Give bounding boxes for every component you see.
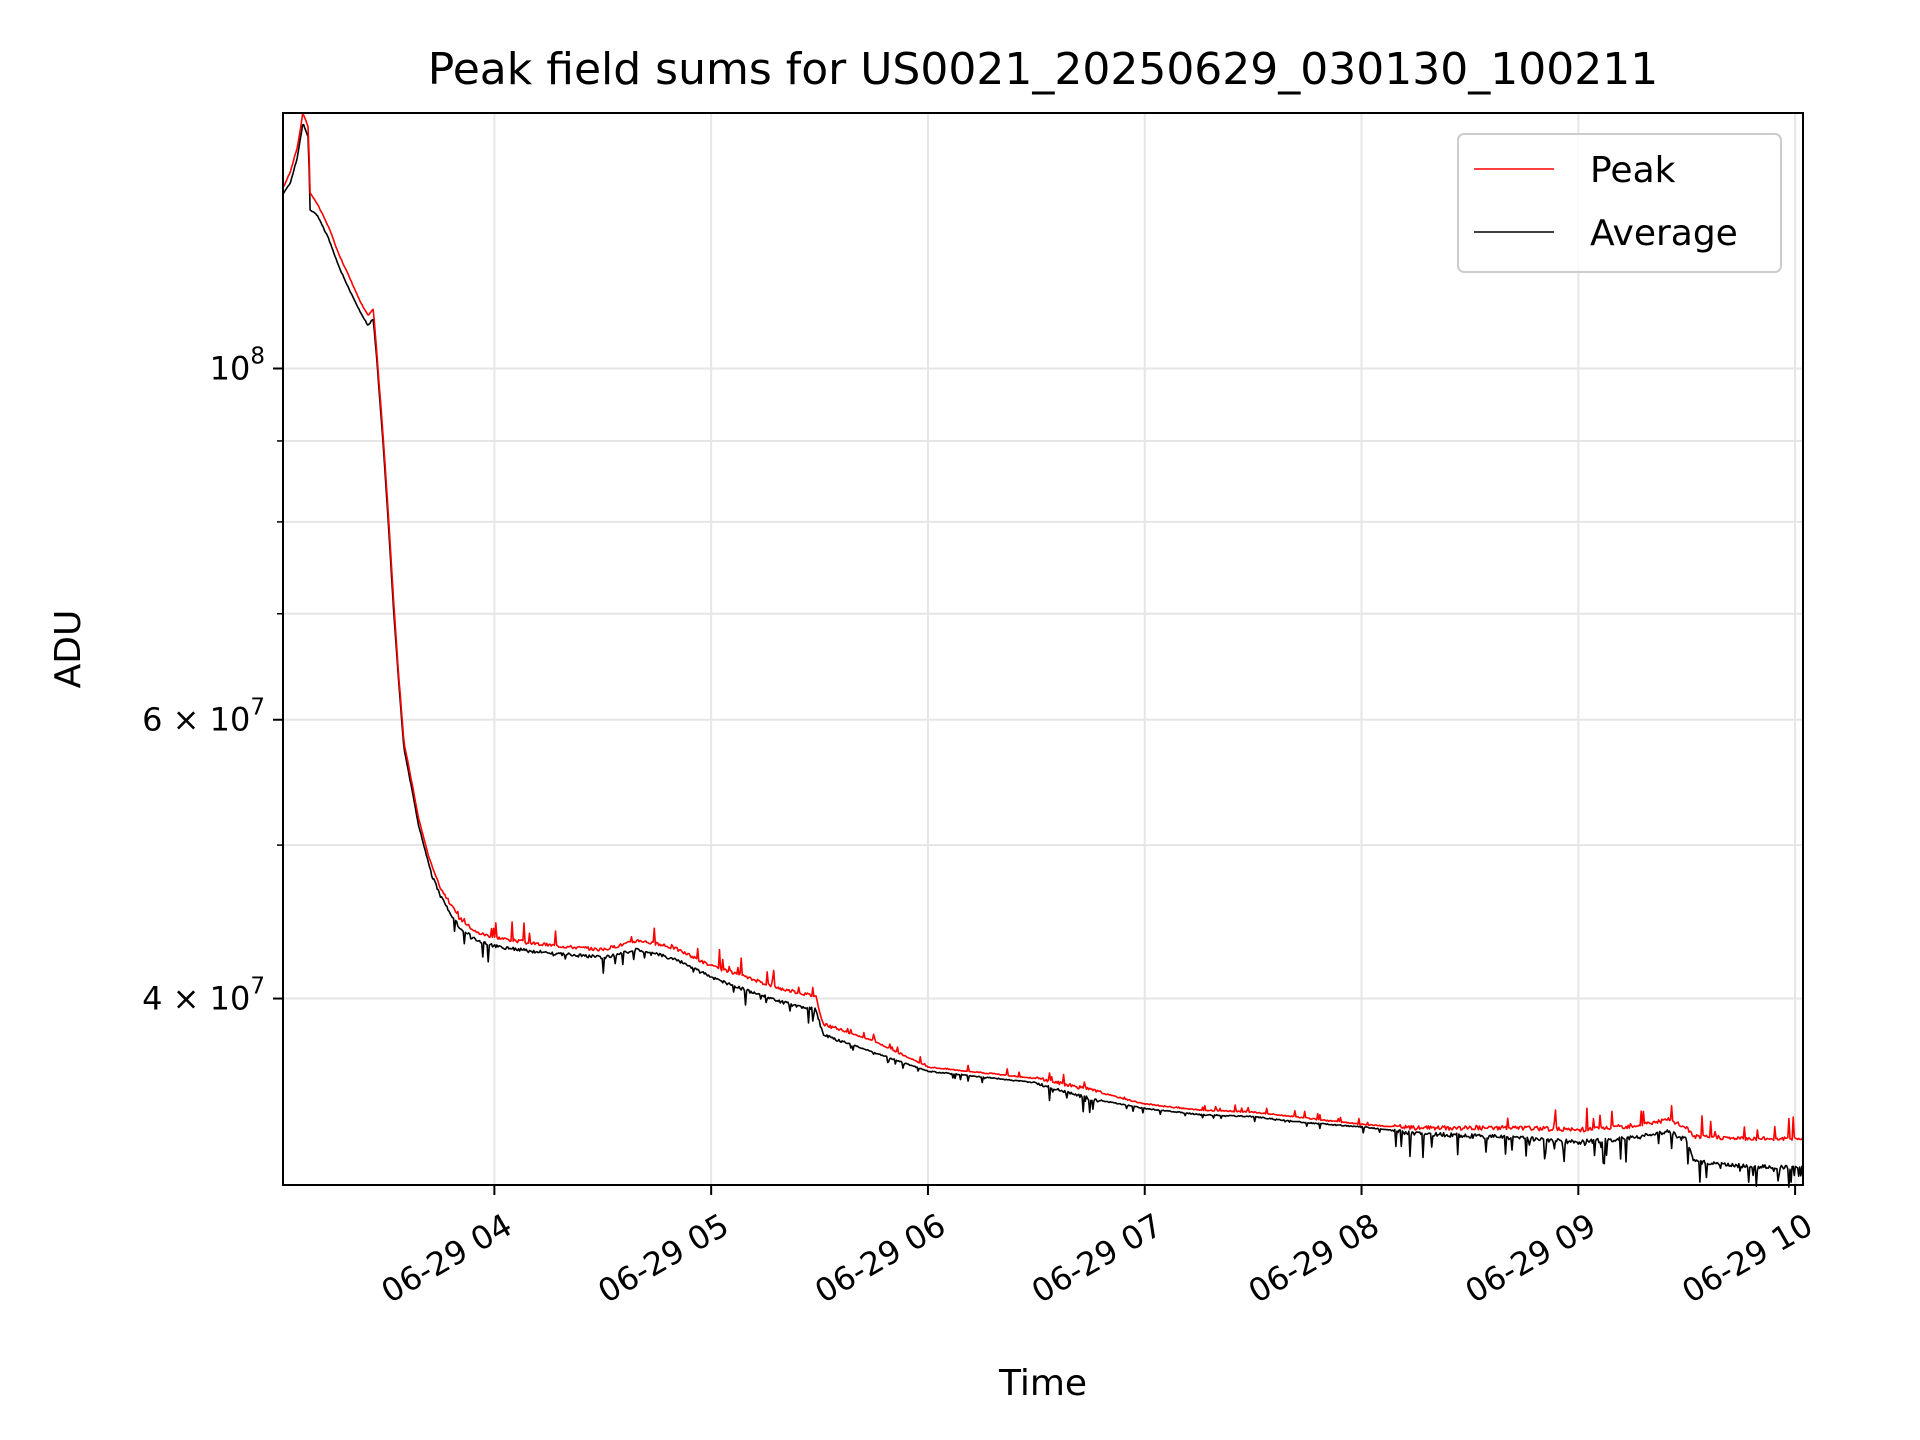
legend: Peak Average [1457,133,1782,273]
x-tick-label: 06-29 10 [1676,1206,1820,1311]
y-tick-label: 108 [210,343,265,387]
y-tick-label: 6 × 107 [142,695,265,739]
chart-title: Peak field sums for US0021_20250629_0301… [428,44,1658,95]
series-layer [282,113,1804,1188]
x-tick-label: 06-29 07 [1025,1206,1169,1311]
x-tick-label: 06-29 05 [592,1206,736,1311]
x-axis-label: Time [998,1363,1087,1404]
y-axis-ticks: 108 6 × 107 4 × 107 [142,343,283,1018]
x-tick-label: 06-29 04 [375,1206,519,1311]
grid-lines [283,113,1803,1185]
legend-label-average: Average [1590,213,1738,254]
plot-area-frame [282,112,1804,1186]
x-axis-ticks: 06-29 04 06-29 05 06-29 06 06-29 07 06-29 08… [375,1185,1819,1311]
y-axis-label: ADU [48,610,89,689]
x-tick-label: 06-29 06 [808,1206,952,1311]
legend-label-peak: Peak [1590,150,1676,191]
x-tick-label: 06-29 08 [1242,1206,1386,1311]
series-line-peak [282,113,1804,1142]
y-tick-label: 4 × 107 [142,974,265,1018]
x-tick-label: 06-29 09 [1459,1206,1603,1311]
series-line-average [282,123,1804,1188]
